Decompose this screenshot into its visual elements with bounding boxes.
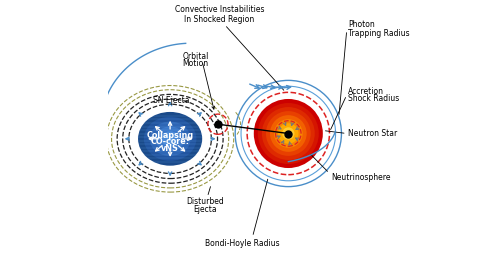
Ellipse shape [138,112,202,166]
Text: Motion: Motion [182,59,208,68]
Text: Trapping Radius: Trapping Radius [348,29,409,38]
Text: Disturbed: Disturbed [185,197,223,206]
Circle shape [269,115,306,152]
Circle shape [274,119,302,148]
Ellipse shape [144,117,196,161]
Ellipse shape [155,127,184,151]
Text: Collapsing: Collapsing [146,131,193,140]
Circle shape [257,103,318,164]
Text: vNS: vNS [161,144,179,153]
Text: Convective Instabilities: Convective Instabilities [174,6,264,14]
Text: Orbital: Orbital [182,52,208,61]
Text: In Shocked Region: In Shocked Region [184,15,254,24]
Text: Photon: Photon [348,20,374,29]
Ellipse shape [167,136,173,142]
Circle shape [277,123,298,144]
Circle shape [265,111,310,156]
Text: Bondi-Hoyle Radius: Bondi-Hoyle Radius [204,239,278,248]
Circle shape [261,107,314,160]
Text: Ejecta: Ejecta [192,205,216,214]
Circle shape [282,127,294,140]
Circle shape [286,131,290,136]
Text: Neutrinosphere: Neutrinosphere [330,173,389,182]
Text: Shock Radius: Shock Radius [348,95,398,104]
Circle shape [253,99,322,168]
Text: CO-core:: CO-core: [150,138,189,147]
Text: Accretion: Accretion [348,87,383,96]
Text: Neutron Star: Neutron Star [348,129,396,138]
Ellipse shape [149,121,190,156]
Ellipse shape [161,131,179,146]
Text: SN Ejecta: SN Ejecta [153,96,189,105]
